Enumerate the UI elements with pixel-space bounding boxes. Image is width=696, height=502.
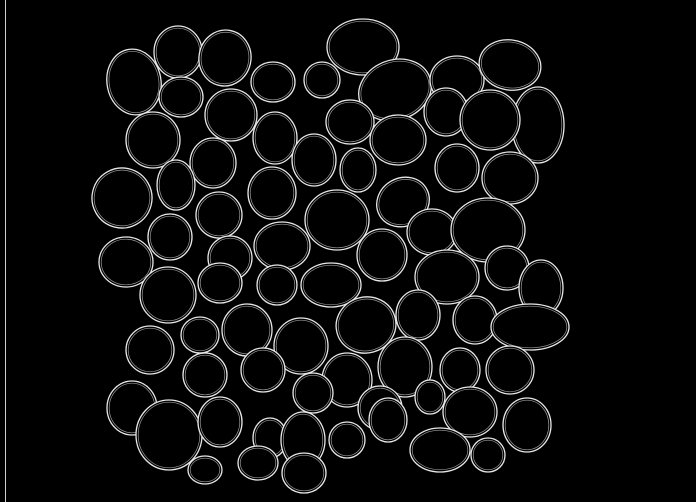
pebble-outline [478, 39, 542, 91]
pebble-outline [452, 295, 498, 345]
pebble-outline [273, 317, 329, 375]
pebble-outline [106, 48, 162, 116]
pebble-outline [490, 303, 570, 351]
pebble-outline [481, 151, 539, 205]
pebble-outline [189, 137, 237, 189]
pebble-outline [197, 396, 243, 448]
pebble-outline [247, 166, 297, 220]
pebble-outline [250, 61, 296, 103]
pebble-outline [328, 421, 366, 459]
pebble-outline [182, 352, 228, 398]
pebble-outline [434, 143, 480, 193]
pebble-outline [180, 316, 220, 354]
pebble-outline [442, 386, 498, 438]
pebble-outline [156, 159, 196, 211]
pebble-outline [153, 25, 203, 79]
pebble-outline [368, 397, 408, 443]
pebble-outline [414, 249, 480, 305]
pebble-outline [253, 221, 311, 271]
pebble-outline [237, 445, 279, 481]
pebble-outline [470, 437, 506, 473]
pebble-outline [304, 189, 370, 251]
pebble-outline [135, 399, 203, 471]
pebble-outline [197, 262, 243, 304]
pebble-outline [335, 296, 397, 354]
pebble-outline [300, 262, 362, 308]
pebble-outline [139, 266, 197, 324]
pebble-outline [281, 452, 327, 494]
pebble-outline [459, 89, 521, 151]
pebble-outline [198, 29, 252, 87]
pebble-outline [125, 325, 175, 375]
pebble-outline [91, 167, 153, 229]
pebble-outline [377, 336, 433, 398]
pebble-outline [204, 88, 258, 142]
pebble-outline [339, 147, 377, 193]
pebble-outline [256, 264, 298, 306]
pebble-outline [414, 379, 446, 415]
pebble-outline [291, 133, 337, 187]
pebble-outline [395, 289, 441, 341]
pebble-outline [221, 303, 273, 357]
pebble-outline [325, 99, 375, 145]
pebble-outline [356, 228, 408, 282]
pebble-outline [195, 191, 243, 239]
pebble-outline [406, 208, 458, 256]
pebble-outline [147, 213, 193, 261]
pebble-outline [326, 18, 400, 76]
pebble-outline [502, 397, 552, 453]
pebble-outline [158, 76, 204, 118]
pebble-outline [125, 111, 181, 169]
pebble-outline [409, 427, 471, 473]
pebble-outline [187, 455, 223, 485]
pebble-outline [252, 111, 298, 165]
pebble-outline [485, 345, 535, 395]
pebble-outline [484, 245, 530, 291]
pebble-outline [292, 372, 334, 414]
pebble-outline [98, 236, 154, 288]
pebble-outline [303, 61, 341, 99]
pebble-outline [439, 347, 481, 393]
pebble-outline [240, 347, 286, 393]
pebble-outline [369, 114, 427, 166]
left-border-line [5, 0, 6, 502]
